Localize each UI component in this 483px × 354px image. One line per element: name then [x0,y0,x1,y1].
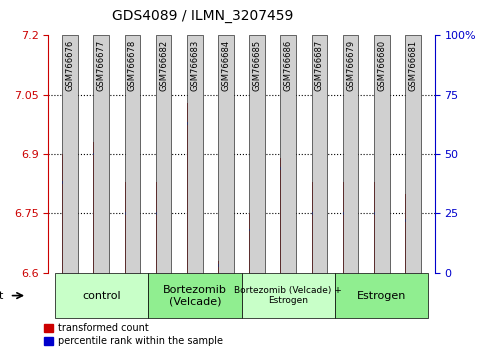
Bar [94,142,109,273]
Bar [218,35,234,273]
Bar [55,273,148,318]
Bar [343,212,358,215]
Bar [187,103,202,273]
Bar [281,167,296,170]
Bar [312,35,327,273]
Bar [249,35,265,273]
Bar [374,35,389,273]
Bar [374,182,389,273]
Bar [62,154,78,273]
Text: GSM766680: GSM766680 [377,40,386,91]
Bar [62,35,78,273]
Bar [187,122,202,125]
Text: Estrogen: Estrogen [357,291,406,301]
Bar [94,35,109,273]
Bar [343,182,358,273]
Text: Bortezomib (Velcade) +
Estrogen: Bortezomib (Velcade) + Estrogen [234,286,342,305]
Bar [405,194,421,273]
Text: GSM766681: GSM766681 [409,40,417,91]
Bar [148,273,242,318]
Text: control: control [82,291,121,301]
Bar [156,35,171,273]
Bar [94,153,109,155]
Text: GSM766679: GSM766679 [346,40,355,91]
Text: Bortezomib
(Velcade): Bortezomib (Velcade) [163,285,227,307]
Text: GSM766677: GSM766677 [97,40,106,91]
Bar [343,35,358,273]
Text: GSM766685: GSM766685 [253,40,262,91]
Bar [187,35,202,273]
Text: GSM766686: GSM766686 [284,40,293,91]
Bar [125,212,140,215]
Text: GSM766676: GSM766676 [66,40,74,91]
Bar [335,273,428,318]
Legend: transformed count, percentile rank within the sample: transformed count, percentile rank withi… [43,324,223,346]
Bar [125,35,140,273]
Text: GSM766687: GSM766687 [315,40,324,91]
Bar [62,181,78,184]
Text: GSM766684: GSM766684 [221,40,230,91]
Bar [218,261,234,273]
Bar [312,212,327,215]
Bar [242,273,335,318]
Bar [312,182,327,273]
Text: GSM766682: GSM766682 [159,40,168,91]
Text: GSM766683: GSM766683 [190,40,199,91]
Bar [125,182,140,273]
Text: GSM766678: GSM766678 [128,40,137,91]
Bar [405,35,421,273]
Bar [374,212,389,215]
Bar [281,158,296,273]
Bar [249,213,265,273]
Bar [405,219,421,222]
Text: GDS4089 / ILMN_3207459: GDS4089 / ILMN_3207459 [112,9,294,23]
Bar [156,212,171,215]
Bar [249,228,265,231]
Bar [218,264,234,267]
Text: agent: agent [0,291,4,301]
Bar [281,35,296,273]
Bar [156,182,171,273]
